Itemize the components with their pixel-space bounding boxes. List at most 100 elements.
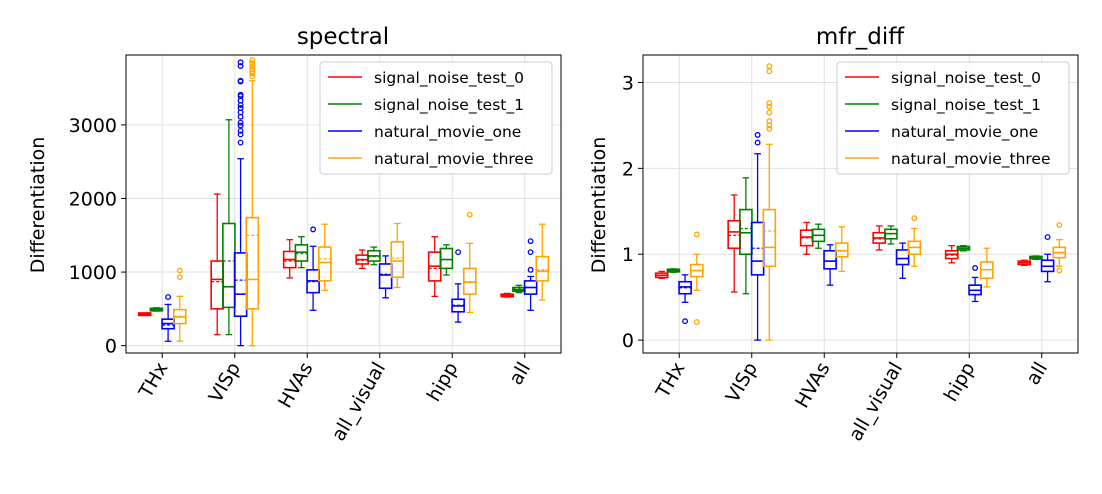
panel-mfr-diff: 0 1 2 3 THx VISp HVAs all_visual hipp all signal_n… bbox=[588, 24, 1079, 445]
flier bbox=[237, 119, 244, 126]
box bbox=[762, 208, 777, 268]
flier bbox=[527, 249, 534, 256]
x-tick-label: all bbox=[505, 359, 535, 389]
y-tick-label: 1000 bbox=[69, 262, 117, 284]
flier bbox=[249, 66, 256, 72]
flier bbox=[176, 267, 183, 274]
plot-area: 0 1000 2000 3000 THx VISp HVAs all_visual hipp al… bbox=[69, 54, 562, 445]
box bbox=[439, 247, 454, 270]
x-tick-label: VISp bbox=[722, 359, 762, 407]
box bbox=[390, 241, 405, 279]
x-tick-label: hipp bbox=[940, 359, 980, 406]
flier bbox=[766, 118, 773, 125]
panel-spectral: 0 1000 2000 3000 THx VISp HVAs all_visual hipp al… bbox=[27, 24, 562, 445]
flier bbox=[527, 266, 534, 273]
box bbox=[233, 252, 248, 318]
y-tick-label: 0 bbox=[622, 330, 634, 352]
flier bbox=[165, 294, 172, 301]
y-axis-label: Differentiation bbox=[27, 137, 49, 274]
y-tick-label: 0 bbox=[105, 336, 117, 358]
box bbox=[823, 250, 837, 270]
flier bbox=[237, 77, 244, 84]
x-tick-label: THx bbox=[651, 359, 689, 403]
plot-area: 0 1 2 3 THx VISp HVAs all_visual hipp all signal_n… bbox=[622, 54, 1079, 445]
legend-label: signal_noise_test_0 bbox=[374, 69, 524, 88]
flier bbox=[693, 231, 700, 238]
flier bbox=[527, 238, 534, 245]
flier bbox=[249, 60, 256, 67]
box bbox=[210, 260, 225, 310]
legend-label: natural_movie_three bbox=[891, 150, 1051, 169]
flier bbox=[237, 122, 244, 129]
axes-frame bbox=[125, 54, 562, 354]
x-tick-label: HVAs bbox=[791, 359, 835, 412]
panel-title: spectral bbox=[297, 24, 389, 50]
legend-label: natural_movie_one bbox=[374, 123, 521, 142]
legend-label: signal_noise_test_0 bbox=[891, 69, 1041, 88]
legend-frame bbox=[319, 61, 553, 175]
flier bbox=[766, 100, 773, 107]
flier bbox=[1056, 222, 1063, 228]
flier bbox=[1044, 234, 1051, 241]
legend-label: natural_movie_one bbox=[891, 123, 1038, 142]
flier bbox=[911, 215, 918, 222]
legend-frame bbox=[836, 61, 1070, 175]
flier bbox=[237, 59, 244, 66]
x-tick-label: hipp bbox=[423, 359, 463, 406]
y-axis-label: Differentiation bbox=[588, 137, 610, 274]
flier bbox=[682, 318, 689, 325]
flier bbox=[249, 57, 256, 64]
x-tick-label: HVAs bbox=[274, 359, 318, 412]
box bbox=[378, 263, 393, 290]
box bbox=[535, 255, 550, 282]
box bbox=[317, 246, 332, 282]
flier bbox=[310, 226, 317, 233]
flier bbox=[237, 63, 244, 69]
flier bbox=[766, 63, 773, 70]
y-tick-label: 3000 bbox=[69, 115, 117, 137]
flier bbox=[972, 265, 979, 271]
box bbox=[222, 222, 236, 309]
flier bbox=[754, 131, 761, 138]
box bbox=[727, 219, 742, 250]
flier bbox=[176, 274, 183, 281]
y-tick-label: 2000 bbox=[69, 188, 117, 210]
series-natural_movie_three bbox=[172, 57, 550, 347]
box bbox=[245, 216, 260, 310]
series-signal_noise_test_1 bbox=[666, 177, 1043, 295]
flier bbox=[693, 319, 700, 326]
flier bbox=[466, 211, 473, 218]
flier bbox=[237, 91, 244, 98]
x-tick-label: all_visual bbox=[844, 359, 907, 445]
flier bbox=[237, 105, 244, 111]
series-natural_movie_three bbox=[689, 63, 1067, 341]
legend-label: natural_movie_three bbox=[374, 150, 534, 169]
flier bbox=[237, 139, 244, 146]
box bbox=[834, 242, 849, 258]
flier bbox=[237, 131, 244, 138]
axes-frame bbox=[642, 54, 1079, 354]
series-signal_noise_test_0 bbox=[137, 193, 515, 336]
flier bbox=[766, 125, 773, 132]
flier bbox=[766, 68, 773, 75]
flier bbox=[249, 63, 256, 69]
flier bbox=[1056, 267, 1063, 274]
legend-label: signal_noise_test_1 bbox=[374, 96, 524, 115]
panel-title: mfr_diff bbox=[816, 24, 905, 50]
y-tick-label: 1 bbox=[622, 244, 634, 266]
y-tick-label: 2 bbox=[622, 158, 634, 180]
flier bbox=[766, 103, 773, 110]
legend: signal_noise_test_0 signal_noise_test_1na… bbox=[836, 61, 1070, 175]
x-tick-label: all_visual bbox=[327, 359, 390, 445]
legend-label: signal_noise_test_1 bbox=[891, 96, 1041, 115]
x-tick-label: THx bbox=[134, 359, 172, 403]
flier bbox=[455, 249, 462, 256]
legend: signal_noise_test_0 signal_noise_test_1na… bbox=[319, 61, 553, 175]
box bbox=[739, 208, 753, 256]
flier bbox=[754, 139, 761, 146]
box bbox=[895, 249, 910, 266]
x-tick-label: all bbox=[1022, 359, 1052, 389]
x-tick-label: VISp bbox=[205, 359, 245, 407]
flier bbox=[766, 109, 773, 116]
